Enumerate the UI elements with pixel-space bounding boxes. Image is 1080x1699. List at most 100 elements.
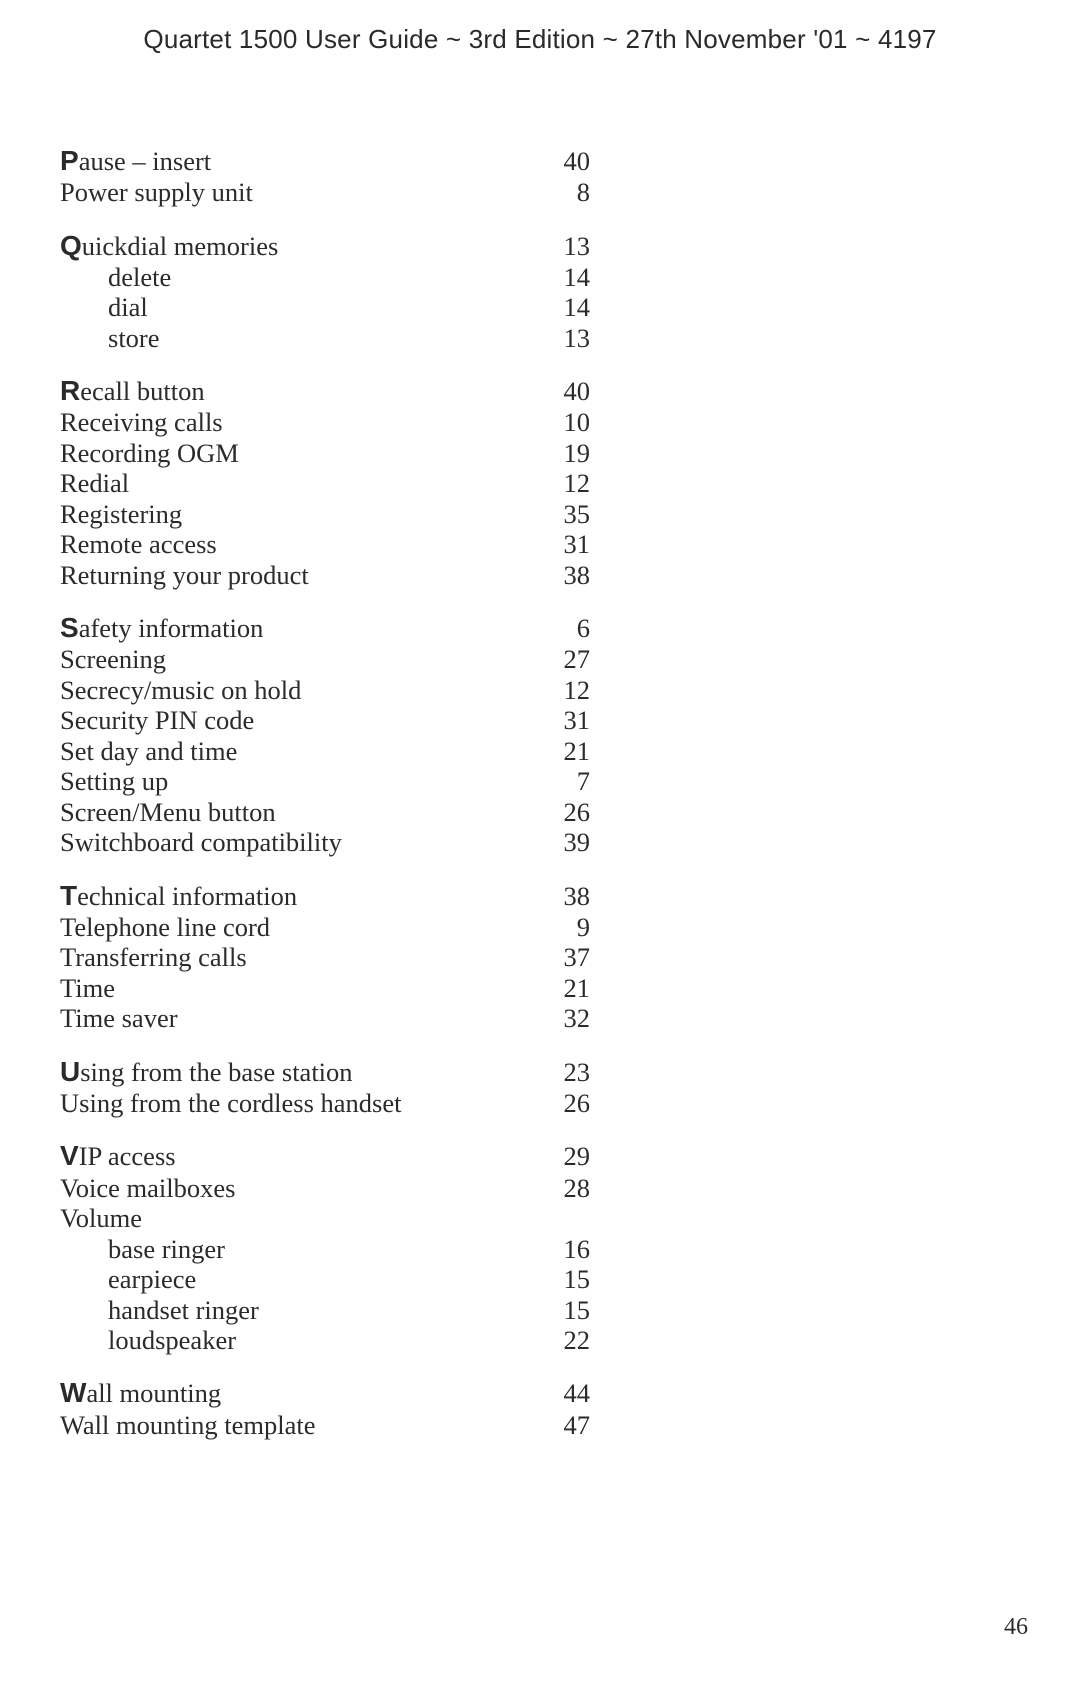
index-page-number: 21 bbox=[532, 736, 590, 766]
index-page-number: 13 bbox=[532, 231, 590, 261]
index-list: Pause – insert 40 Power supply unit 8 Quickd… bbox=[60, 145, 590, 1462]
index-page-number: 16 bbox=[532, 1234, 590, 1264]
index-page-number: 29 bbox=[532, 1141, 590, 1171]
index-row: Time saver 32 bbox=[60, 1003, 590, 1033]
index-row: Secrecy/music on hold12 bbox=[60, 675, 590, 705]
index-row: Pause – insert 40 bbox=[60, 145, 590, 177]
index-label: Set day and time bbox=[60, 736, 237, 766]
index-label: Using from the base station bbox=[60, 1056, 353, 1088]
index-page-number: 27 bbox=[532, 644, 590, 674]
index-page-number: 37 bbox=[532, 942, 590, 972]
index-page-number: 9 bbox=[532, 912, 590, 942]
index-row: Using from the base station23 bbox=[60, 1056, 590, 1088]
index-row: Technical information 38 bbox=[60, 880, 590, 912]
index-group: Quickdial memories13delete14dial14store1… bbox=[60, 230, 590, 354]
index-label: Wall mounting bbox=[60, 1377, 221, 1409]
index-row: Using from the cordless handset26 bbox=[60, 1088, 590, 1118]
index-label: Safety information bbox=[60, 612, 263, 644]
index-row: VIP access29 bbox=[60, 1140, 590, 1172]
index-label: Setting up bbox=[60, 766, 168, 796]
index-page-number: 8 bbox=[532, 177, 590, 207]
index-page-number: 38 bbox=[532, 881, 590, 911]
index-page-number: 22 bbox=[532, 1325, 590, 1355]
index-label: Time bbox=[60, 973, 115, 1003]
index-label: Time saver bbox=[60, 1003, 178, 1033]
index-label: Screening bbox=[60, 644, 166, 674]
index-label: store bbox=[60, 323, 160, 353]
index-row: Wall mounting template47 bbox=[60, 1410, 590, 1440]
index-group: Wall mounting 44Wall mounting template47 bbox=[60, 1377, 590, 1440]
index-row: Transferring calls37 bbox=[60, 942, 590, 972]
index-row: Safety information6 bbox=[60, 612, 590, 644]
index-row: Security PIN code31 bbox=[60, 705, 590, 735]
index-row: loudspeaker 22 bbox=[60, 1325, 590, 1355]
index-page-number: 15 bbox=[532, 1264, 590, 1294]
index-row: dial 14 bbox=[60, 292, 590, 322]
index-row: handset ringer15 bbox=[60, 1295, 590, 1325]
index-page-number: 15 bbox=[532, 1295, 590, 1325]
index-page-number: 14 bbox=[532, 262, 590, 292]
index-label-text: sing from the base station bbox=[80, 1057, 352, 1087]
index-group: Pause – insert 40 Power supply unit 8 bbox=[60, 145, 590, 208]
index-page-number: 26 bbox=[532, 797, 590, 827]
index-row: Recall button40 bbox=[60, 375, 590, 407]
index-row: Registering 35 bbox=[60, 499, 590, 529]
index-label: Pause – insert bbox=[60, 145, 211, 177]
index-label: Returning your product bbox=[60, 560, 309, 590]
index-page-number: 12 bbox=[532, 675, 590, 705]
index-label: Power supply unit bbox=[60, 177, 253, 207]
index-row: Quickdial memories 13 bbox=[60, 230, 590, 262]
index-initial-letter: R bbox=[60, 375, 80, 406]
index-label: Redial bbox=[60, 468, 129, 498]
index-row: Telephone line cord9 bbox=[60, 912, 590, 942]
index-row: Time21 bbox=[60, 973, 590, 1003]
index-label: Recording OGM bbox=[60, 438, 239, 468]
index-label: Quickdial memories bbox=[60, 230, 278, 262]
index-row: delete14 bbox=[60, 262, 590, 292]
index-group: Safety information6Screening 27Secrecy/mu… bbox=[60, 612, 590, 857]
index-label-text: ecall button bbox=[80, 376, 204, 406]
index-label-text: ause – insert bbox=[79, 146, 211, 176]
index-row: Receiving calls10 bbox=[60, 407, 590, 437]
index-row: Set day and time 21 bbox=[60, 736, 590, 766]
index-label: earpiece bbox=[60, 1264, 196, 1294]
index-label: loudspeaker bbox=[60, 1325, 236, 1355]
index-row: Remote access31 bbox=[60, 529, 590, 559]
index-initial-letter: U bbox=[60, 1056, 80, 1087]
index-label: Technical information bbox=[60, 880, 297, 912]
index-row: Screen/Menu button 26 bbox=[60, 797, 590, 827]
index-page-number: 31 bbox=[532, 529, 590, 559]
index-label: Screen/Menu button bbox=[60, 797, 276, 827]
index-group: VIP access29Voice mailboxes28Volumebase … bbox=[60, 1140, 590, 1355]
index-row: Setting up7 bbox=[60, 766, 590, 796]
index-row: Power supply unit 8 bbox=[60, 177, 590, 207]
index-label: dial bbox=[60, 292, 148, 322]
index-initial-letter: S bbox=[60, 612, 79, 643]
index-label-text: afety information bbox=[79, 613, 264, 643]
index-page-number: 40 bbox=[532, 146, 590, 176]
index-label: Volume bbox=[60, 1203, 142, 1233]
index-page-number: 32 bbox=[532, 1003, 590, 1033]
index-label-text: IP access bbox=[79, 1141, 176, 1171]
index-row: store 13 bbox=[60, 323, 590, 353]
index-row: Voice mailboxes28 bbox=[60, 1173, 590, 1203]
document-page: Quartet 1500 User Guide ~ 3rd Edition ~ … bbox=[0, 0, 1080, 1699]
index-label: Using from the cordless handset bbox=[60, 1088, 402, 1118]
index-page-number: 35 bbox=[532, 499, 590, 529]
index-row: Redial12 bbox=[60, 468, 590, 498]
index-label: Receiving calls bbox=[60, 407, 223, 437]
index-label-text: echnical information bbox=[77, 881, 297, 911]
index-page-number: 39 bbox=[532, 827, 590, 857]
index-page-number: 13 bbox=[532, 323, 590, 353]
index-page-number: 47 bbox=[532, 1410, 590, 1440]
index-page-number: 31 bbox=[532, 705, 590, 735]
page-header: Quartet 1500 User Guide ~ 3rd Edition ~ … bbox=[0, 24, 1080, 55]
index-page-number: 38 bbox=[532, 560, 590, 590]
index-page-number: 44 bbox=[532, 1378, 590, 1408]
index-label: base ringer bbox=[60, 1234, 225, 1264]
index-page-number: 14 bbox=[532, 292, 590, 322]
index-initial-letter: T bbox=[60, 880, 77, 911]
index-label: Registering bbox=[60, 499, 182, 529]
index-group: Recall button40Receiving calls10Recordin… bbox=[60, 375, 590, 590]
index-label: Recall button bbox=[60, 375, 205, 407]
